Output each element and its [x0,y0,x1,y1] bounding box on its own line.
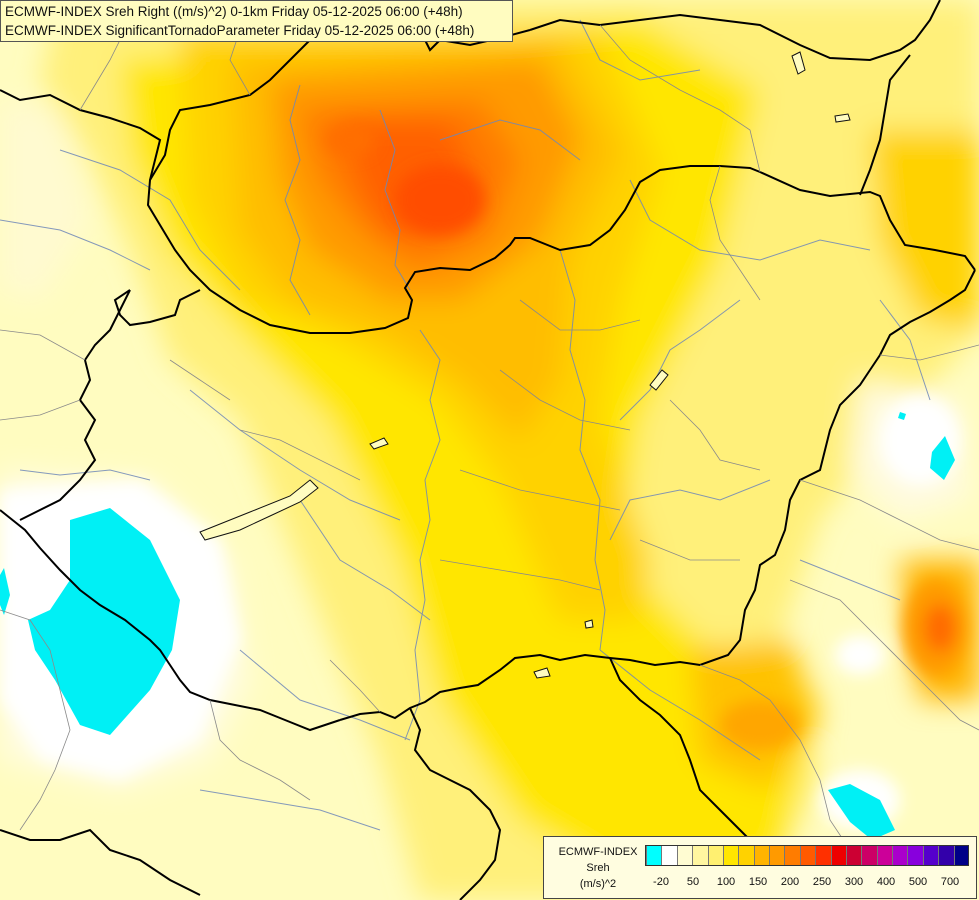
legend-swatch [692,846,709,865]
color-legend: ECMWF-INDEX Sreh (m/s)^2 -20 50 100 150 200 2… [543,836,977,899]
legend-tick-label: 500 [908,876,928,888]
legend-swatch [799,846,816,865]
title-line-sreh: ECMWF-INDEX Sreh Right ((m/s)^2) 0-1km F… [5,4,463,19]
legend-unit: (m/s)^2 [579,878,617,890]
legend-swatch [722,846,739,865]
legend-swatch [753,846,770,865]
legend-swatch [845,846,862,865]
legend-tick-label: 700 [940,876,960,888]
legend-variable: Sreh [586,862,610,874]
legend-tick-label: 100 [716,876,736,888]
legend-swatch [938,846,955,865]
legend-swatch [784,846,801,865]
legend-source: ECMWF-INDEX [558,846,638,858]
legend-swatch [892,846,908,865]
legend-tick-label: 150 [748,876,768,888]
rivers [0,19,931,831]
legend-swatch [676,846,693,865]
legend-swatch [707,846,724,865]
legend-swatch [815,846,832,865]
legend-tick-label: 400 [876,876,896,888]
legend-swatch [953,846,970,865]
legend-tick-label: 200 [780,876,800,888]
legend-tick-label: 250 [812,876,832,888]
map-title-box: ECMWF-INDEX Sreh Right ((m/s)^2) 0-1km F… [0,0,513,42]
legend-swatch [661,846,678,865]
legend-swatch [922,846,939,865]
legend-swatch [876,846,893,865]
legend-tick-label: 300 [844,876,864,888]
legend-swatch [907,846,924,865]
legend-swatch [861,846,878,865]
legend-swatch [646,846,662,865]
title-line-stp: ECMWF-INDEX SignificantTornadoParameter … [5,23,475,38]
legend-swatch [830,846,847,865]
negative-sreh-areas [0,412,955,840]
legend-tick-label: 50 [686,876,700,888]
legend-swatch [738,846,755,865]
lakes [199,51,851,679]
legend-swatch [769,846,785,865]
legend-tick-label: -20 [653,876,669,888]
